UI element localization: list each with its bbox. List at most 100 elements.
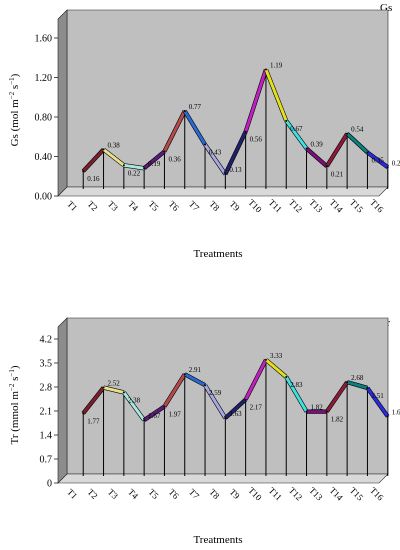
gs-segment (183, 110, 207, 146)
tr-segment (284, 376, 308, 413)
tr-y-tick-label: 3.5 (40, 359, 53, 370)
tr-data-label: 2.51 (371, 392, 384, 400)
tr-data-point (122, 391, 125, 394)
tr-x-tick-label: T2 (86, 487, 100, 501)
gs-segment (244, 69, 268, 133)
gs-data-point (285, 119, 288, 122)
gs-data-point (163, 150, 166, 153)
tr-data-point (264, 358, 267, 361)
gs-data-label: 0.39 (311, 140, 324, 148)
gs-segment (305, 147, 328, 168)
gs-data-label: 0.43 (209, 149, 222, 157)
tr-x-tick-label: T12 (287, 485, 304, 502)
tr-side-wall (57, 317, 68, 484)
tr-data-label: 2.38 (128, 396, 141, 404)
gs-data-point (264, 68, 267, 71)
gs-data-label: 0.56 (250, 136, 263, 144)
gs-data-label: 0.54 (351, 126, 364, 134)
tr-segment (163, 373, 187, 408)
gs-data-label: 0.19 (148, 160, 161, 168)
tr-x-tick-label: T6 (167, 487, 181, 501)
gs-y-tick-label: 1.20 (35, 73, 53, 84)
gs-data-label: 1.19 (270, 61, 283, 69)
gs-segment (82, 148, 105, 173)
gs-data-point (366, 151, 369, 154)
tr-chart: Tr Treatments Tr (mmol m−2 s−1) 00.71.42… (8, 317, 400, 546)
tr-segment (346, 380, 368, 390)
tr-y-tick-label: 1.4 (40, 431, 53, 442)
tr-x-tick-label: T9 (228, 487, 242, 501)
gs-data-label: 0.22 (128, 169, 141, 177)
gs-segment (203, 143, 227, 176)
gs-y-axis-label: Gs (mol m−2 s−1) (8, 73, 21, 146)
tr-data-point (82, 412, 85, 415)
tr-data-label: 1.82 (331, 416, 344, 424)
tr-data-label: 1.63 (229, 410, 242, 418)
tr-x-tick-label: T14 (328, 485, 346, 503)
tr-segment (224, 398, 247, 420)
tr-data-label: 2.68 (351, 374, 364, 382)
tr-segment (122, 391, 146, 422)
tr-x-tick-label: T3 (106, 487, 120, 501)
tr-data-point (224, 417, 227, 420)
gs-x-tick-label: T3 (106, 199, 120, 213)
tr-y-axis-label: Tr (mmol m−2 s−1) (8, 365, 21, 444)
tr-data-point (386, 415, 389, 418)
tr-x-axis-label: Treatments (193, 534, 242, 546)
tr-data-point (183, 373, 186, 376)
tr-segment (143, 405, 166, 422)
tr-data-point (346, 381, 349, 384)
gs-x-tick-label: T10 (246, 197, 264, 215)
tr-y-tick-label: 0.7 (40, 455, 53, 466)
tr-data-label: 2.91 (189, 366, 202, 374)
gs-data-label: 0.38 (108, 141, 121, 149)
gs-segment (346, 132, 369, 154)
gs-segment (366, 151, 389, 169)
gs-data-label: 0.35 (371, 156, 384, 164)
tr-data-point (143, 419, 146, 422)
tr-segment (203, 384, 227, 419)
gs-segment (285, 119, 308, 150)
tr-y-tick-label: 0 (47, 479, 52, 490)
tr-data-label: 1.82 (311, 404, 324, 412)
gs-data-point (325, 165, 328, 168)
tr-segment (366, 387, 389, 418)
gs-data-point (102, 148, 105, 151)
gs-x-tick-label: T11 (267, 197, 284, 214)
gs-x-tick-label: T7 (187, 199, 201, 213)
gs-y-tick-label: 0.80 (35, 113, 53, 124)
gs-data-point (82, 170, 85, 173)
tr-y-tick-label: 2.8 (40, 383, 53, 394)
gs-x-tick-label: T12 (287, 197, 304, 214)
gs-x-tick-label: T14 (328, 197, 346, 215)
tr-data-point (325, 410, 328, 413)
gs-y-tick-label: 0.00 (35, 192, 53, 203)
gs-data-label: 0.36 (168, 155, 181, 163)
gs-segment (143, 150, 166, 170)
gs-data-point (204, 143, 207, 146)
gs-data-point (143, 167, 146, 170)
tr-data-point (305, 410, 308, 413)
gs-segment (264, 68, 288, 122)
gs-data-point (305, 147, 308, 150)
tr-x-tick-label: T7 (187, 487, 201, 501)
gs-data-point (122, 164, 125, 167)
tr-data-label: 2.59 (209, 389, 222, 397)
gs-segment (123, 163, 145, 170)
gs-floor (57, 186, 389, 197)
gs-data-label: 0.67 (290, 125, 303, 133)
gs-x-tick-label: T15 (348, 197, 366, 215)
tr-segment (103, 386, 125, 394)
gs-x-tick-label: T1 (65, 199, 79, 213)
tr-data-label: 2.52 (108, 380, 121, 388)
gs-data-label: 0.21 (331, 170, 344, 178)
gs-data-label: 0.20 (392, 159, 400, 167)
tr-x-tick-label: T10 (246, 485, 264, 503)
tr-data-point (244, 398, 247, 401)
tr-data-point (204, 384, 207, 387)
tr-data-label: 1.68 (392, 408, 400, 416)
tr-y-tick-label: 4.2 (40, 335, 53, 346)
gs-x-tick-label: T5 (146, 199, 160, 213)
gs-chart: Gs Treatments Gs (mol m−2 s−1) 0.000.400… (8, 2, 400, 260)
tr-segment (244, 359, 268, 401)
